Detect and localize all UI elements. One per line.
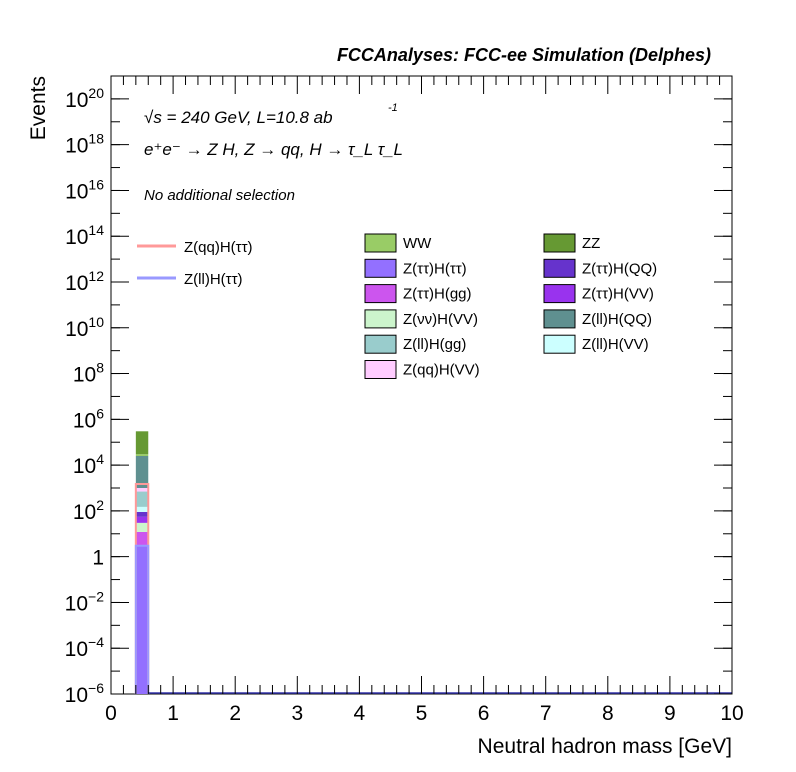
legend-mid-label-4: Z(ll)H(gg): [403, 336, 466, 353]
y-tick-label-3: 1: [92, 547, 104, 570]
y-tick-label-7: 108: [73, 360, 104, 387]
x-tick-label-6: 6: [478, 702, 490, 725]
energy-text: √s = 240 GeV, L=10.8 ab: [144, 108, 333, 127]
y-tick-label-5: 104: [73, 451, 104, 478]
chart-header: FCCAnalyses: FCC-ee Simulation (Delphes): [337, 45, 711, 65]
legend-right-swatch-4: [543, 334, 576, 354]
legend-mid-swatch-1: [364, 258, 397, 278]
x-tick-label-7: 7: [540, 702, 552, 725]
bar-segment-9: [135, 454, 149, 457]
x-tick-label-4: 4: [354, 702, 366, 725]
signal-histograms: [134, 482, 732, 694]
legend: Z(qq)H(ττ) Z(ll)H(ττ) WW Z(ττ)H(ττ) Z(ττ)H(g…: [137, 233, 657, 379]
legend-label-left-0: Z(qq)H(ττ): [184, 239, 253, 256]
y-tick-label-8: 1010: [65, 314, 104, 341]
annotation-energy: √s = 240 GeV, L=10.8 ab -1: [144, 102, 398, 127]
bar-segment-4: [135, 511, 149, 517]
y-tick-label-9: 1012: [65, 268, 104, 295]
stacked-bars: [135, 431, 149, 694]
legend-mid-label-2: Z(ττ)H(gg): [403, 286, 472, 303]
legend-mid-swatch-4: [364, 334, 397, 354]
annotation-process: e⁺e⁻ → Z H, Z → qq, H → τ_L τ_L: [144, 140, 403, 159]
legend-right-label-2: Z(ττ)H(VV): [582, 286, 654, 303]
bar-segment-8: [135, 456, 149, 488]
legend-right-label-0: ZZ: [582, 235, 600, 252]
x-tick-label-0: 0: [105, 702, 117, 725]
signal-line-1: [134, 544, 150, 694]
y-tick-label-13: 1020: [65, 85, 104, 112]
bar-segment-6: [135, 491, 149, 507]
bar-segment-0: [135, 545, 149, 694]
x-tick-label-8: 8: [602, 702, 614, 725]
bar-segment-2: [135, 522, 149, 532]
legend-right-swatch-3: [543, 309, 576, 329]
y-axis-label: Events: [27, 76, 50, 140]
axes: 0 1 2 3 4 5 6 7 8 9 10 10−6 10−4 10−2 1 102 104 106 108 101…: [65, 75, 744, 725]
y-tick-label-10: 1014: [65, 222, 104, 249]
legend-mid-label-0: WW: [403, 235, 432, 252]
bar-segment-10: [135, 431, 149, 455]
x-tick-label-9: 9: [664, 702, 676, 725]
y-tick-label-11: 1016: [65, 176, 104, 203]
x-axis-label: Neutral hadron mass [GeV]: [478, 735, 732, 758]
legend-mid-label-3: Z(νν)H(VV): [403, 311, 478, 328]
y-tick-label-12: 1018: [65, 131, 104, 158]
y-tick-label-2: 10−2: [65, 588, 105, 615]
annotation-selection: No additional selection: [144, 187, 295, 204]
legend-mid-swatch-5: [364, 360, 397, 379]
y-tick-label-4: 102: [73, 497, 104, 524]
legend-right-swatch-2: [543, 284, 576, 304]
bar-segment-7: [135, 488, 149, 492]
x-tick-label-3: 3: [291, 702, 303, 725]
legend-mid-label-1: Z(ττ)H(ττ): [403, 260, 467, 277]
bar-segment-1: [135, 531, 149, 546]
legend-mid-swatch-2: [364, 284, 397, 304]
x-tick-label-1: 1: [167, 702, 179, 725]
legend-right-label-3: Z(ll)H(QQ): [582, 311, 652, 328]
legend-right-swatch-1: [543, 258, 576, 278]
x-tick-label-5: 5: [416, 702, 428, 725]
bar-segment-3: [135, 516, 149, 523]
bar-segment-5: [135, 506, 149, 512]
legend-mid-swatch-0: [364, 233, 397, 253]
legend-label-left-1: Z(ll)H(ττ): [184, 271, 243, 288]
x-tick-label-10: 10: [720, 702, 743, 725]
legend-right-label-1: Z(ττ)H(QQ): [582, 260, 657, 277]
y-tick-label-6: 106: [73, 405, 104, 432]
legend-mid-swatch-3: [364, 309, 397, 329]
y-tick-label-0: 10−6: [65, 680, 105, 707]
legend-mid-label-5: Z(qq)H(VV): [403, 362, 480, 379]
x-tick-label-2: 2: [229, 702, 241, 725]
plot-frame: [110, 75, 733, 695]
legend-right-swatch-0: [543, 233, 576, 253]
lumi-exponent: -1: [388, 102, 398, 114]
y-tick-label-1: 10−4: [65, 634, 105, 661]
legend-right-label-4: Z(ll)H(VV): [582, 336, 649, 353]
